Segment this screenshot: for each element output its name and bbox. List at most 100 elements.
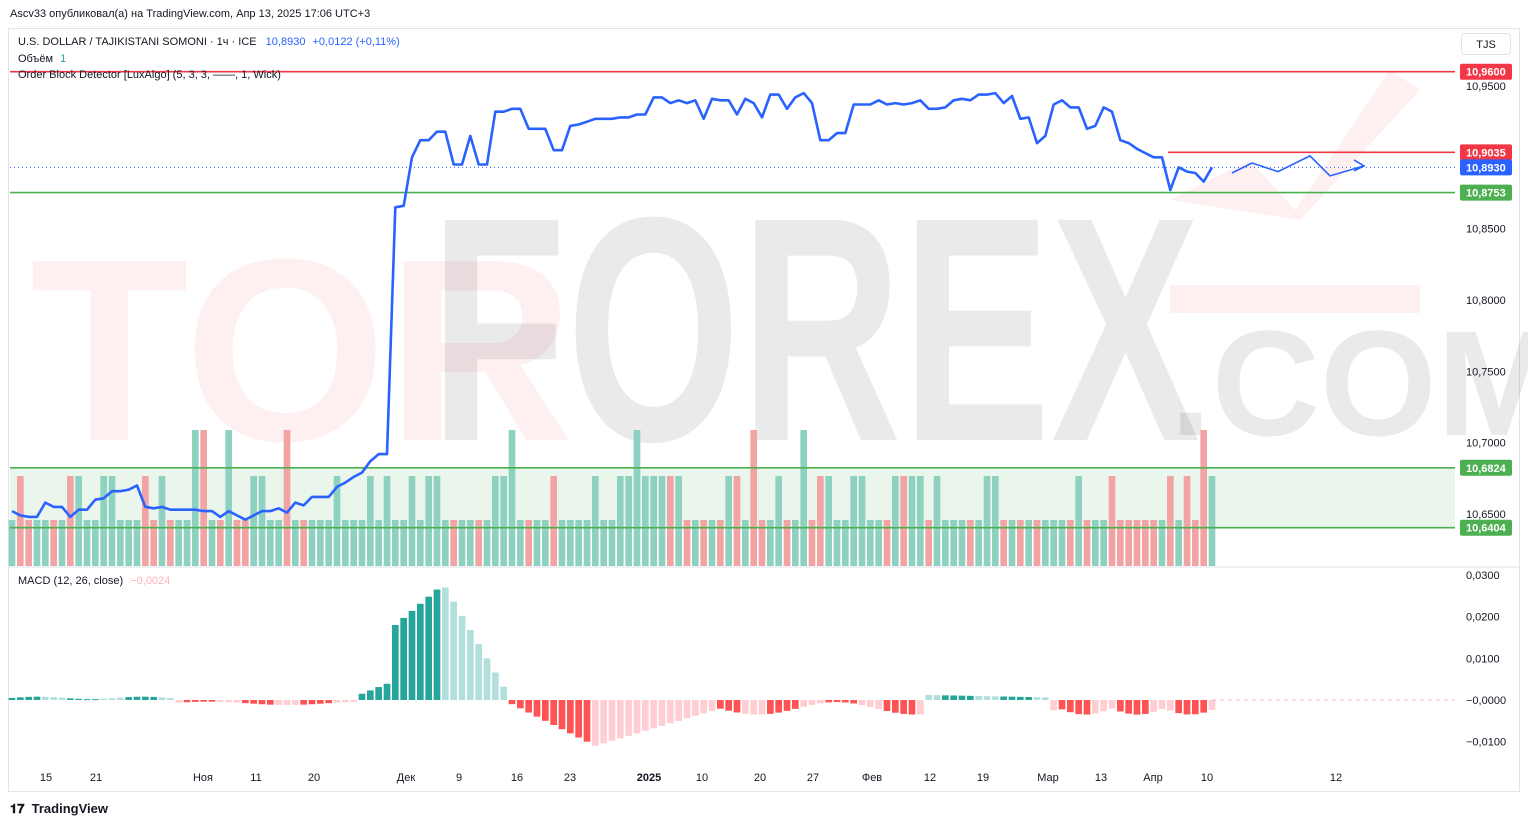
macd-bar <box>717 700 724 709</box>
macd-tick: 0,0200 <box>1466 612 1500 624</box>
volume-bar <box>700 520 707 566</box>
macd-bar <box>492 672 499 700</box>
x-tick: 13 <box>1095 772 1107 784</box>
macd-bar <box>208 700 216 702</box>
volume-bar <box>250 476 257 566</box>
macd-bar <box>925 695 932 700</box>
volume-bar <box>225 430 232 566</box>
macd-bar <box>1133 700 1141 715</box>
macd-bar <box>817 700 824 704</box>
volume-bar <box>808 520 816 566</box>
volume-bar <box>392 520 399 566</box>
volume-bar <box>692 520 699 566</box>
currency-button[interactable]: TJS <box>1461 33 1511 55</box>
legend-indicator-row: Order Block Detector [LuxAlgo] (5, 3, 3,… <box>18 69 281 81</box>
macd-bar <box>142 696 149 700</box>
chart-frame[interactable] <box>8 28 1520 792</box>
volume-label[interactable]: Объём <box>18 53 54 65</box>
symbol-title[interactable]: U.S. DOLLAR / TAJIKISTANI SOMONI · 1ч · … <box>18 36 257 48</box>
macd-bar <box>25 696 32 700</box>
macd-bar <box>1050 700 1057 711</box>
level-label: 10,9035 <box>1466 147 1506 159</box>
volume-bar <box>442 520 449 566</box>
macd-bar <box>600 700 607 744</box>
watermark-forex: FOREX <box>430 150 1201 508</box>
macd-bar <box>392 625 399 700</box>
macd-label[interactable]: MACD (12, 26, close) <box>18 575 124 587</box>
volume-bar <box>608 520 616 566</box>
macd-bar <box>983 696 991 700</box>
x-tick: 23 <box>564 772 576 784</box>
macd-bar <box>775 700 782 713</box>
volume-bar <box>492 476 499 566</box>
volume-bar <box>642 476 649 566</box>
x-tick: 12 <box>924 772 936 784</box>
volume-bar <box>1083 520 1091 566</box>
volume-bar <box>800 430 807 566</box>
level-label-box <box>1460 184 1512 201</box>
macd-bar <box>667 700 674 724</box>
macd-bar <box>308 700 316 705</box>
volume-bar <box>1133 520 1141 566</box>
macd-bar <box>867 700 874 707</box>
macd-bar <box>117 697 124 700</box>
volume-bar <box>733 476 741 566</box>
volume-bar <box>708 520 716 566</box>
macd-bar <box>300 700 307 705</box>
macd-bar <box>950 695 957 700</box>
volume-bar <box>1075 476 1082 566</box>
x-tick: 27 <box>807 772 819 784</box>
volume-bar <box>350 520 357 566</box>
macd-bar <box>325 700 332 704</box>
volume-bar <box>142 476 149 566</box>
macd-bar <box>642 700 649 731</box>
volume-bar <box>617 476 624 566</box>
macd-bar <box>1008 696 1016 700</box>
price-tick: 10,7000 <box>1466 438 1506 450</box>
macd-bar <box>200 700 207 702</box>
volume-bar <box>25 520 32 566</box>
tradingview-logo[interactable]: 𝟏𝟕 TradingView <box>10 801 108 817</box>
macd-bar <box>650 700 657 729</box>
price-line <box>11 91 1214 522</box>
macd-bar <box>150 696 157 700</box>
macd-bar <box>275 700 282 705</box>
macd-bar <box>1167 700 1174 711</box>
level-label-box <box>1460 519 1512 536</box>
macd-bar <box>842 700 849 703</box>
macd-bar <box>42 696 49 700</box>
macd-bar <box>158 697 166 700</box>
macd-bar <box>975 696 982 700</box>
x-tick: 12 <box>1330 772 1342 784</box>
volume-bar <box>67 476 74 566</box>
macd-bar <box>917 700 924 715</box>
macd-bar <box>675 700 682 721</box>
volume-bar <box>992 476 999 566</box>
macd-bar <box>1175 700 1182 714</box>
volume-bar <box>200 430 207 566</box>
indicator-label[interactable]: Order Block Detector [LuxAlgo] (5, 3, 3,… <box>18 69 281 81</box>
macd-bar <box>1033 697 1041 700</box>
volume-bar <box>1200 430 1207 566</box>
macd-bar <box>225 700 232 703</box>
macd-bar <box>558 700 566 730</box>
macd-bar <box>625 700 632 736</box>
macd-bar <box>500 686 507 700</box>
volume-bar <box>50 520 57 566</box>
x-tick: 2025 <box>637 772 661 784</box>
level-label: 10,8753 <box>1466 188 1506 200</box>
macd-bar <box>1075 700 1082 715</box>
macd-bar <box>242 700 249 704</box>
volume-bar <box>783 520 791 566</box>
macd-bar <box>783 700 791 711</box>
macd-bar <box>1092 700 1099 714</box>
macd-bar <box>1025 697 1032 700</box>
volume-bar <box>108 476 116 566</box>
volume-bar <box>942 520 949 566</box>
volume-bar <box>592 476 599 566</box>
macd-bar <box>100 698 107 700</box>
volume-bar <box>1108 476 1116 566</box>
volume-bar <box>667 476 674 566</box>
macd-bar <box>92 699 99 701</box>
